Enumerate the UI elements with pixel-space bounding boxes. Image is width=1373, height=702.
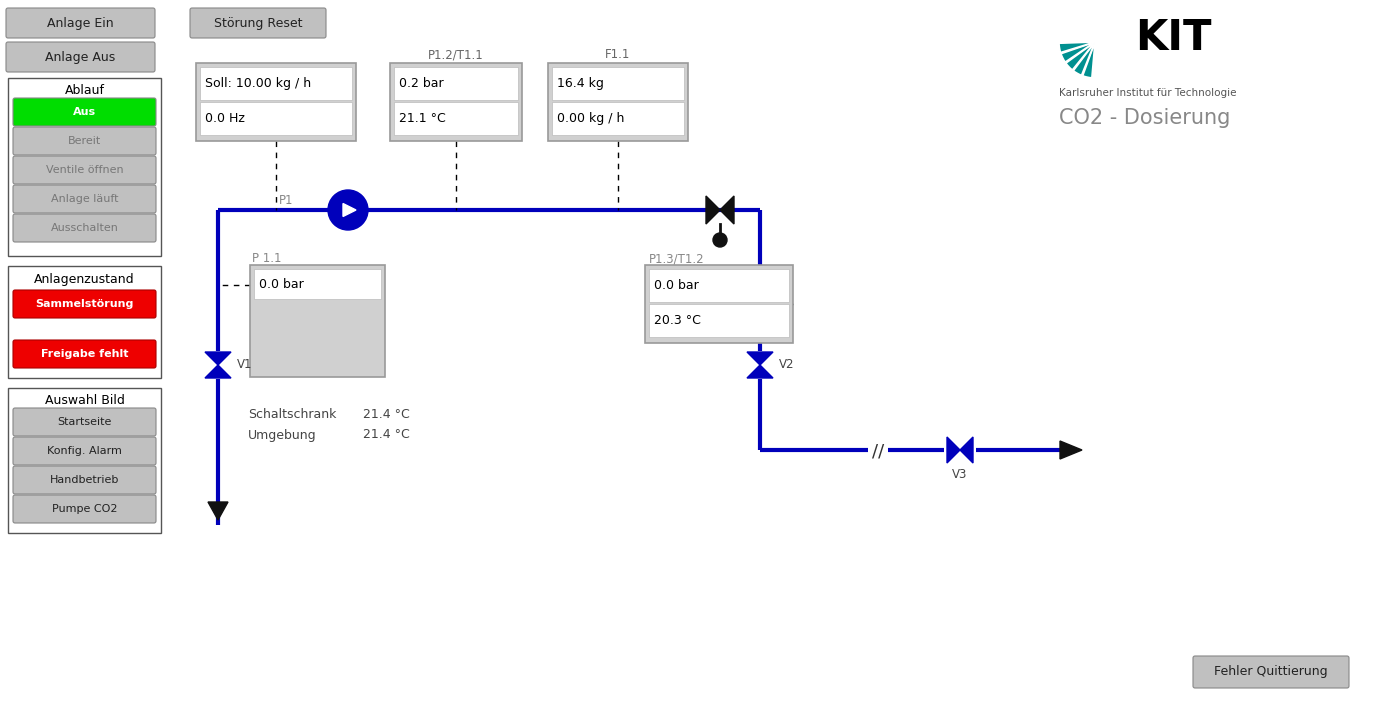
Bar	[200, 67, 351, 100]
Text: //: //	[872, 443, 884, 461]
Polygon shape	[747, 352, 773, 365]
FancyBboxPatch shape	[189, 8, 325, 38]
Text: Störung Reset: Störung Reset	[214, 17, 302, 29]
Bar	[649, 304, 789, 337]
Polygon shape	[719, 196, 735, 224]
FancyBboxPatch shape	[1193, 656, 1350, 688]
Text: V1: V1	[238, 359, 253, 371]
Polygon shape	[747, 365, 773, 378]
Text: Anlage Ein: Anlage Ein	[47, 17, 114, 29]
Bar	[200, 102, 351, 135]
Bar	[394, 102, 518, 135]
Polygon shape	[1060, 441, 1082, 459]
Text: 0.0 bar: 0.0 bar	[259, 277, 303, 291]
Text: Karlsruher Institut für Technologie: Karlsruher Institut für Technologie	[1059, 88, 1237, 98]
FancyBboxPatch shape	[5, 8, 155, 38]
Wedge shape	[1083, 42, 1096, 78]
Text: V3: V3	[953, 468, 968, 482]
Bar	[552, 102, 684, 135]
Bar	[8, 388, 161, 533]
Text: Ausschalten: Ausschalten	[51, 223, 118, 233]
Text: Schaltschrank: Schaltschrank	[249, 409, 336, 421]
Text: Fehler Quittierung: Fehler Quittierung	[1214, 665, 1328, 679]
Text: Umgebung: Umgebung	[249, 428, 317, 442]
FancyBboxPatch shape	[12, 408, 157, 436]
Wedge shape	[1065, 42, 1096, 70]
Text: P 1.1: P 1.1	[253, 253, 281, 265]
Text: P1.2/T1.1: P1.2/T1.1	[428, 48, 483, 62]
Text: Aus: Aus	[73, 107, 96, 117]
FancyBboxPatch shape	[12, 466, 157, 494]
Text: 21.4 °C: 21.4 °C	[362, 409, 409, 421]
Text: Ablauf: Ablauf	[65, 84, 104, 98]
Polygon shape	[706, 196, 719, 224]
FancyBboxPatch shape	[5, 42, 155, 72]
FancyBboxPatch shape	[12, 127, 157, 155]
Polygon shape	[947, 437, 960, 463]
FancyBboxPatch shape	[12, 214, 157, 242]
Text: 0.00 kg / h: 0.00 kg / h	[557, 112, 625, 125]
Polygon shape	[207, 502, 228, 520]
Bar	[254, 269, 380, 299]
Text: 0.2 bar: 0.2 bar	[400, 77, 443, 90]
Text: 20.3 °C: 20.3 °C	[654, 314, 700, 327]
Polygon shape	[205, 352, 231, 365]
Bar	[8, 78, 161, 256]
Text: Soll: 10.00 kg / h: Soll: 10.00 kg / h	[205, 77, 312, 90]
FancyBboxPatch shape	[12, 437, 157, 465]
Text: P1.3/T1.2: P1.3/T1.2	[649, 253, 704, 265]
Text: Freigabe fehlt: Freigabe fehlt	[41, 349, 128, 359]
Text: 0.0 bar: 0.0 bar	[654, 279, 699, 292]
Text: 21.1 °C: 21.1 °C	[400, 112, 446, 125]
Wedge shape	[1061, 42, 1096, 62]
Text: Anlage Aus: Anlage Aus	[45, 51, 115, 63]
FancyBboxPatch shape	[12, 340, 157, 368]
Wedge shape	[1074, 42, 1096, 75]
Bar	[645, 265, 794, 343]
Text: 16.4 kg: 16.4 kg	[557, 77, 604, 90]
Circle shape	[713, 233, 726, 247]
Bar	[196, 63, 356, 141]
Text: 21.4 °C: 21.4 °C	[362, 428, 409, 442]
FancyBboxPatch shape	[12, 98, 157, 126]
FancyBboxPatch shape	[12, 185, 157, 213]
Text: Bereit: Bereit	[67, 136, 102, 146]
Text: Pumpe CO2: Pumpe CO2	[52, 504, 117, 514]
Bar	[8, 266, 161, 378]
Bar	[548, 63, 688, 141]
Polygon shape	[343, 204, 356, 216]
Text: V2: V2	[778, 359, 795, 371]
Text: P1: P1	[279, 194, 292, 206]
Text: Startseite: Startseite	[58, 417, 111, 427]
Bar	[250, 265, 384, 377]
Text: 0.0 Hz: 0.0 Hz	[205, 112, 244, 125]
Bar	[390, 63, 522, 141]
Text: Konfig. Alarm: Konfig. Alarm	[47, 446, 122, 456]
Text: Anlage läuft: Anlage läuft	[51, 194, 118, 204]
Text: Sammelstörung: Sammelstörung	[36, 299, 133, 309]
Circle shape	[328, 190, 368, 230]
FancyBboxPatch shape	[12, 290, 157, 318]
FancyBboxPatch shape	[12, 495, 157, 523]
FancyBboxPatch shape	[12, 156, 157, 184]
Text: Auswahl Bild: Auswahl Bild	[44, 395, 125, 407]
Text: Handbetrieb: Handbetrieb	[49, 475, 119, 485]
Polygon shape	[960, 437, 973, 463]
Bar	[394, 67, 518, 100]
Bar	[552, 67, 684, 100]
Text: Ventile öffnen: Ventile öffnen	[45, 165, 124, 175]
Wedge shape	[1059, 42, 1096, 53]
Text: F1.1: F1.1	[605, 48, 630, 62]
Bar	[649, 269, 789, 302]
Text: Anlagenzustand: Anlagenzustand	[34, 272, 135, 286]
Text: CO2 - Dosierung: CO2 - Dosierung	[1059, 108, 1230, 128]
Text: KIT: KIT	[1135, 17, 1211, 59]
Polygon shape	[205, 365, 231, 378]
